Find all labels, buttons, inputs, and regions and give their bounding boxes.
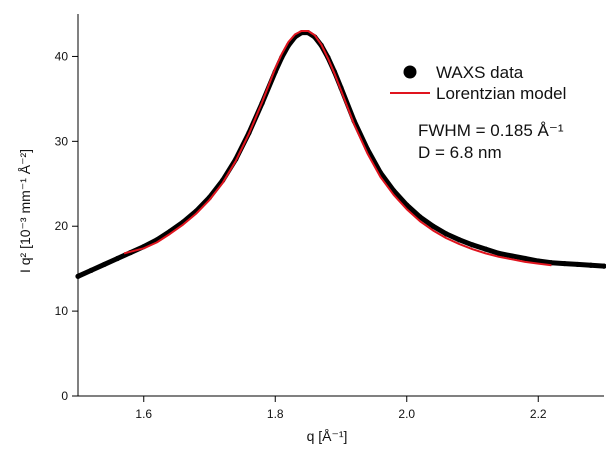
x-tick-label: 2.2 xyxy=(530,407,547,421)
y-axis-title: I q² [10⁻³ mm⁻¹ Å⁻²] xyxy=(17,149,33,273)
waxs-data-point xyxy=(548,260,555,266)
waxs-data-point xyxy=(101,261,107,268)
annotation-domain-size: D = 6.8 nm xyxy=(418,143,502,162)
x-axis-title: q [Å⁻¹] xyxy=(307,428,348,444)
waxs-data-point xyxy=(601,263,606,269)
waxs-data-point xyxy=(575,261,581,268)
waxs-data-point xyxy=(509,253,515,259)
series-layer xyxy=(75,29,606,279)
waxs-data-point xyxy=(588,262,594,268)
waxs-data-point xyxy=(469,242,476,248)
x-tick-label: 1.6 xyxy=(135,407,152,421)
y-tick-label: 30 xyxy=(55,134,69,148)
waxs-data-point xyxy=(430,223,436,229)
waxs-data-point xyxy=(443,231,449,237)
lorentzian-model-line xyxy=(123,29,552,267)
waxs-data-point xyxy=(404,202,410,208)
x-tick-label: 2.0 xyxy=(398,407,415,421)
waxs-data-point xyxy=(561,260,568,267)
legend-label-lorentzian-model: Lorentzian model xyxy=(436,84,566,103)
y-tick-label: 20 xyxy=(55,219,69,233)
annotations: FWHM = 0.185 Å⁻¹ D = 6.8 nm xyxy=(418,121,564,162)
waxs-data-point xyxy=(88,267,94,273)
y-tick-label: 0 xyxy=(61,389,68,403)
legend-marker-waxs-data xyxy=(403,65,417,79)
y-tick-label: 40 xyxy=(55,49,69,63)
axes: 0 10 20 30 40 1.6 1.8 2.0 2.2 xyxy=(55,14,604,421)
waxs-data-point xyxy=(75,273,81,279)
x-tick-label: 1.8 xyxy=(267,407,284,421)
legend-label-waxs-data: WAXS data xyxy=(436,63,524,82)
waxs-data-point xyxy=(114,255,121,262)
waxs-data-point xyxy=(535,258,541,264)
waxs-data-point xyxy=(483,246,489,252)
waxs-data-point xyxy=(417,214,423,220)
legend: WAXS data Lorentzian model xyxy=(390,63,566,103)
waxs-data-point xyxy=(496,250,502,256)
waxs-data-point xyxy=(522,255,528,262)
waxs-data-point xyxy=(456,237,462,243)
y-tick-label: 10 xyxy=(55,304,69,318)
annotation-fwhm: FWHM = 0.185 Å⁻¹ xyxy=(418,121,564,140)
